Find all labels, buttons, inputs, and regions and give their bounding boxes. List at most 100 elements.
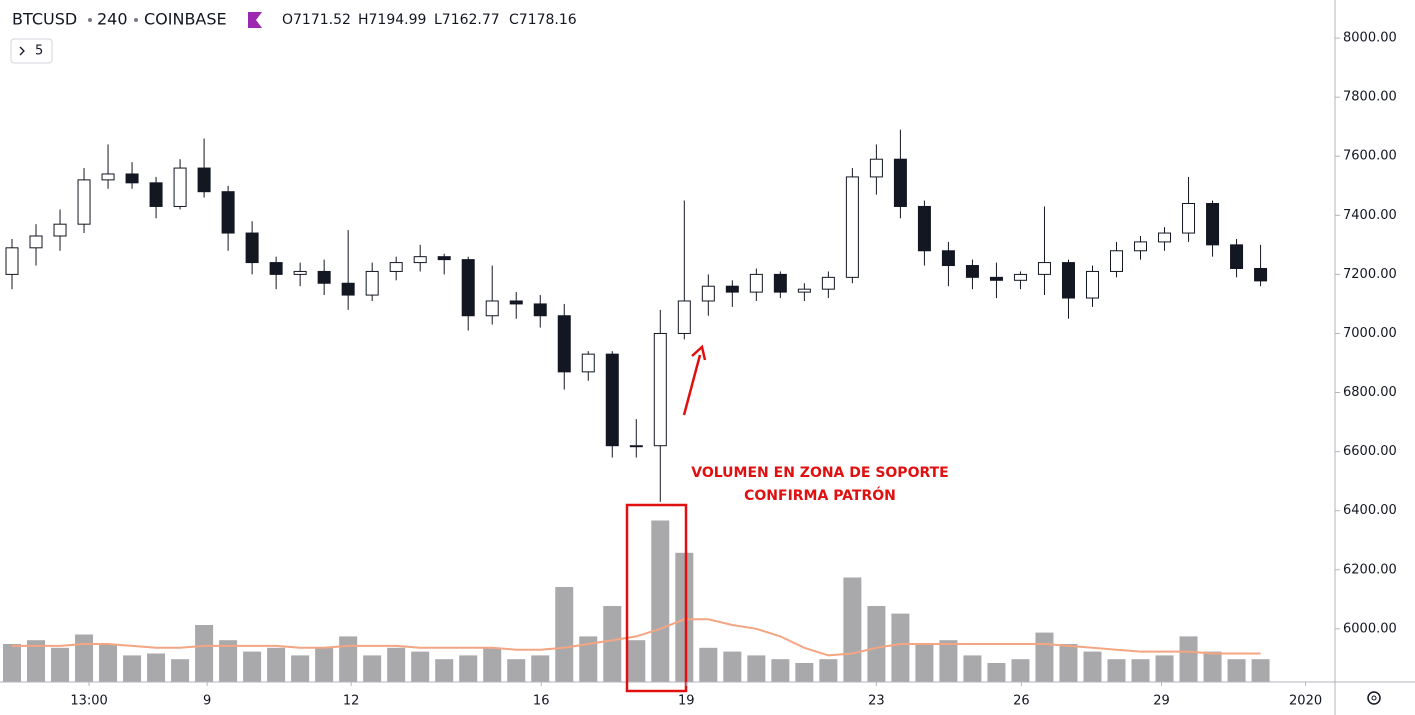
candle-body [869,158,883,178]
x-tick-label: 2020 [1289,694,1322,709]
volume-ma-line [12,618,1261,657]
volume-bar [507,659,526,682]
candle-body [629,445,643,448]
x-tick-label: 23 [868,694,885,709]
open-value: O7171.52 [282,12,351,28]
candle-body [461,259,475,317]
candle-body [1037,262,1051,275]
volume-bar [1155,655,1174,682]
separator [134,18,138,22]
volume-bar [1131,659,1150,682]
interval: 240 [97,10,128,29]
volume-bar [963,655,982,682]
candle-body [653,332,667,447]
plot-layer [3,129,1270,682]
volume-bar [1083,651,1102,682]
candle-body [989,276,1003,281]
volume-bar [795,663,814,682]
volume-bar [411,651,430,682]
candle-body [29,235,43,249]
candle-body [1182,203,1196,234]
candle-body [773,273,787,293]
close-value: C7178.16 [509,12,577,28]
volume-bar [843,577,862,682]
y-tick-label: 7600.00 [1343,149,1397,164]
candle-body [749,273,763,293]
volume-bar [1107,659,1126,682]
high-value: H7194.99 [358,12,426,28]
volume-bar [315,647,334,682]
candle-body [533,303,547,317]
x-tick-label: 13:00 [70,694,107,709]
volume-bar [819,659,838,682]
volume-bar [435,659,454,682]
candle-body [221,191,235,234]
candle-body [149,182,163,207]
volume-bar [75,634,94,682]
candle-body [509,300,523,305]
volume-bar [699,647,718,682]
volume-bar [267,647,286,682]
candle-body [605,353,619,447]
annotation: CONFIRMA PATRÓN [744,486,896,504]
volume-bar [387,647,406,682]
volume-bar [1035,632,1054,682]
volume-bar [723,651,742,682]
volume-bar [531,655,550,682]
volume-bar [675,552,694,682]
label-layer: 6000.00 6200.00 6400.00 6600.00 6800.00 7000.… [70,31,1396,709]
candle-body [1061,262,1075,299]
candle-body [1206,203,1220,246]
arrow-shaft [682,354,702,416]
volume-bar [147,653,166,682]
candle-body [557,315,571,373]
flag-icon[interactable] [248,12,262,28]
separator [88,18,92,22]
volume-bar [219,640,238,682]
volume-bar [51,647,70,682]
candle-body [269,262,283,275]
highlight-box [625,503,688,693]
candle-body [893,158,907,207]
y-tick-label: 6600.00 [1343,444,1397,459]
candle-body [941,250,955,267]
x-tick-label: 26 [1013,694,1030,709]
candle-body [365,270,379,296]
annotation: VOLUMEN EN ZONA DE SOPORTE [691,465,948,481]
volume-bar [555,587,574,682]
volume-bar [483,647,502,682]
volume-bar [1251,659,1270,682]
volume-bar [363,655,382,682]
candle-body [1013,273,1027,281]
candle-body [1085,270,1099,299]
volume-bar [243,651,262,682]
indicators-toggle[interactable] [10,38,53,64]
candle-body [1254,267,1268,282]
candle-body [1109,250,1124,272]
candle-body [341,282,355,296]
settings-icon[interactable] [1367,691,1381,705]
arrow-head [691,344,707,361]
candle-body [1134,241,1148,252]
candle-body [53,223,67,237]
volume-bar [1179,636,1198,682]
y-tick-label: 7800.00 [1343,90,1397,105]
volume-bar [339,636,358,682]
candle-body [581,353,595,373]
volume-bar [891,613,910,682]
candle-body [245,232,259,264]
candle-body [677,300,691,334]
y-tick-label: 6200.00 [1343,562,1397,577]
volume-bar [27,640,46,682]
candle-body [965,265,979,278]
volume-bar [1203,651,1222,682]
chevron-icon [19,46,25,56]
volume-bar [915,644,934,682]
volume-bar [1227,659,1246,682]
candle-body [197,167,211,193]
volume-bar [747,655,766,682]
y-tick-label: 7000.00 [1343,326,1397,341]
candle-body [917,205,931,252]
candle-body [125,173,139,184]
